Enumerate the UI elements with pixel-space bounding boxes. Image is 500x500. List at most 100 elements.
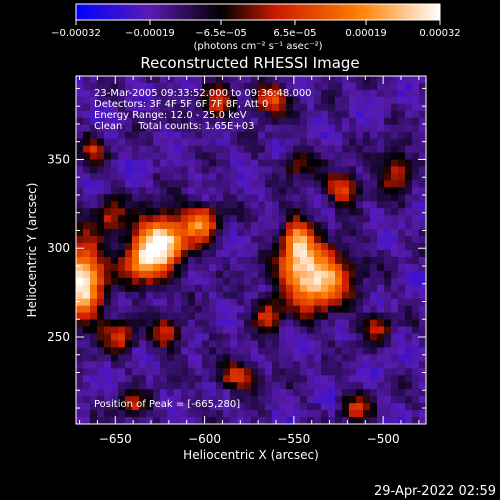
- heatmap-cell: [104, 361, 112, 369]
- heatmap-cell: [139, 347, 147, 355]
- heatmap-cell: [139, 138, 147, 146]
- heatmap-cell: [216, 382, 224, 390]
- heatmap-cell: [111, 277, 119, 286]
- heatmap-cell: [300, 270, 308, 279]
- heatmap-cell: [223, 277, 231, 286]
- heatmap-cell: [188, 354, 196, 362]
- heatmap-cell: [251, 215, 259, 223]
- heatmap-cell: [167, 410, 175, 418]
- heatmap-cell: [83, 194, 91, 202]
- heatmap-cell: [90, 117, 98, 126]
- heatmap-cell: [160, 347, 168, 355]
- heatmap-cell: [195, 263, 203, 272]
- heatmap-cell: [216, 138, 224, 146]
- heatmap-cell: [377, 89, 385, 98]
- heatmap-cell: [398, 103, 406, 112]
- heatmap-cell: [391, 180, 399, 188]
- heatmap-cell: [132, 187, 140, 195]
- heatmap-cell: [258, 124, 266, 133]
- heatmap-cell: [230, 89, 238, 98]
- heatmap-cell: [405, 396, 413, 404]
- heatmap-cell: [363, 284, 371, 293]
- heatmap-cell: [237, 284, 245, 293]
- heatmap-cell: [209, 76, 217, 84]
- heatmap-cell: [132, 263, 140, 272]
- heatmap-cell: [97, 298, 105, 307]
- heatmap-cell: [342, 180, 350, 188]
- heatmap-cell: [132, 96, 140, 105]
- heatmap-cell: [265, 222, 273, 230]
- heatmap-cell: [146, 201, 154, 209]
- heatmap-cell: [335, 305, 343, 314]
- heatmap-cell: [405, 403, 413, 411]
- heatmap-cell: [398, 250, 406, 258]
- heatmap-cell: [139, 131, 147, 140]
- heatmap-cell: [97, 291, 105, 300]
- heatmap-cell: [216, 326, 224, 334]
- heatmap-cell: [398, 236, 406, 244]
- heatmap-cell: [97, 375, 105, 383]
- heatmap-cell: [412, 333, 420, 341]
- heatmap-cell: [328, 319, 336, 327]
- heatmap-cell: [202, 389, 210, 397]
- heatmap-cell: [258, 263, 266, 272]
- heatmap-cell: [363, 152, 371, 160]
- plot-frame: [75, 75, 427, 425]
- heatmap-cell: [363, 263, 371, 272]
- heatmap-cell: [202, 263, 210, 272]
- x-tick-label: −550: [277, 432, 310, 446]
- heatmap-cell: [363, 326, 371, 334]
- heatmap-cell: [356, 298, 364, 307]
- heatmap-cell: [230, 201, 238, 209]
- heatmap-cell: [328, 103, 336, 112]
- heatmap-cell: [307, 396, 315, 404]
- heatmap-cell: [342, 159, 350, 167]
- heatmap-cell: [167, 417, 175, 425]
- heatmap-cell: [174, 319, 182, 327]
- heatmap-cell: [398, 396, 406, 404]
- heatmap-cell: [335, 382, 343, 390]
- heatmap-cell: [160, 89, 168, 98]
- heatmap-cell: [265, 305, 273, 314]
- heatmap-cell: [342, 354, 350, 362]
- heatmap-cell: [237, 305, 245, 314]
- heatmap-cell: [398, 89, 406, 98]
- heatmap-cell: [160, 110, 168, 119]
- heatmap-cell: [384, 284, 392, 293]
- heatmap-cell: [132, 236, 140, 244]
- heatmap-cell: [167, 270, 175, 279]
- heatmap-cell: [223, 110, 231, 119]
- heatmap-cell: [307, 222, 315, 230]
- heatmap-cell: [258, 173, 266, 181]
- heatmap-cell: [258, 305, 266, 314]
- heatmap-cell: [195, 333, 203, 341]
- heatmap-cell: [384, 354, 392, 362]
- heatmap-cell: [265, 368, 273, 376]
- heatmap-cell: [398, 347, 406, 355]
- colorbar-ticks: −0.00032 −0.00019 −6.5e−05 6.5e−05 0.00019 0.…: [51, 20, 461, 39]
- heatmap-cell: [307, 201, 315, 209]
- heatmap-cell: [153, 396, 161, 404]
- heatmap-cell: [293, 166, 301, 174]
- heatmap-cell: [125, 270, 133, 279]
- heatmap-cell: [405, 291, 413, 300]
- heatmap-cell: [181, 208, 189, 216]
- heatmap-cell: [139, 103, 147, 112]
- heatmap-cell: [118, 312, 126, 320]
- heatmap-cell: [398, 410, 406, 418]
- heatmap-cell: [125, 382, 133, 390]
- heatmap-cell: [349, 222, 357, 230]
- heatmap-cell: [265, 417, 273, 425]
- heatmap-cell: [412, 89, 420, 98]
- heatmap-cell: [405, 417, 413, 425]
- heatmap-cell: [104, 312, 112, 320]
- heatmap-cell: [97, 326, 105, 334]
- heatmap-cell: [405, 152, 413, 160]
- heatmap-cell: [391, 347, 399, 355]
- heatmap-cell: [405, 410, 413, 418]
- heatmap-cell: [209, 229, 217, 237]
- heatmap-cell: [83, 103, 91, 112]
- heatmap-cell: [293, 319, 301, 327]
- heatmap-cell: [419, 145, 427, 153]
- heatmap-cell: [97, 187, 105, 195]
